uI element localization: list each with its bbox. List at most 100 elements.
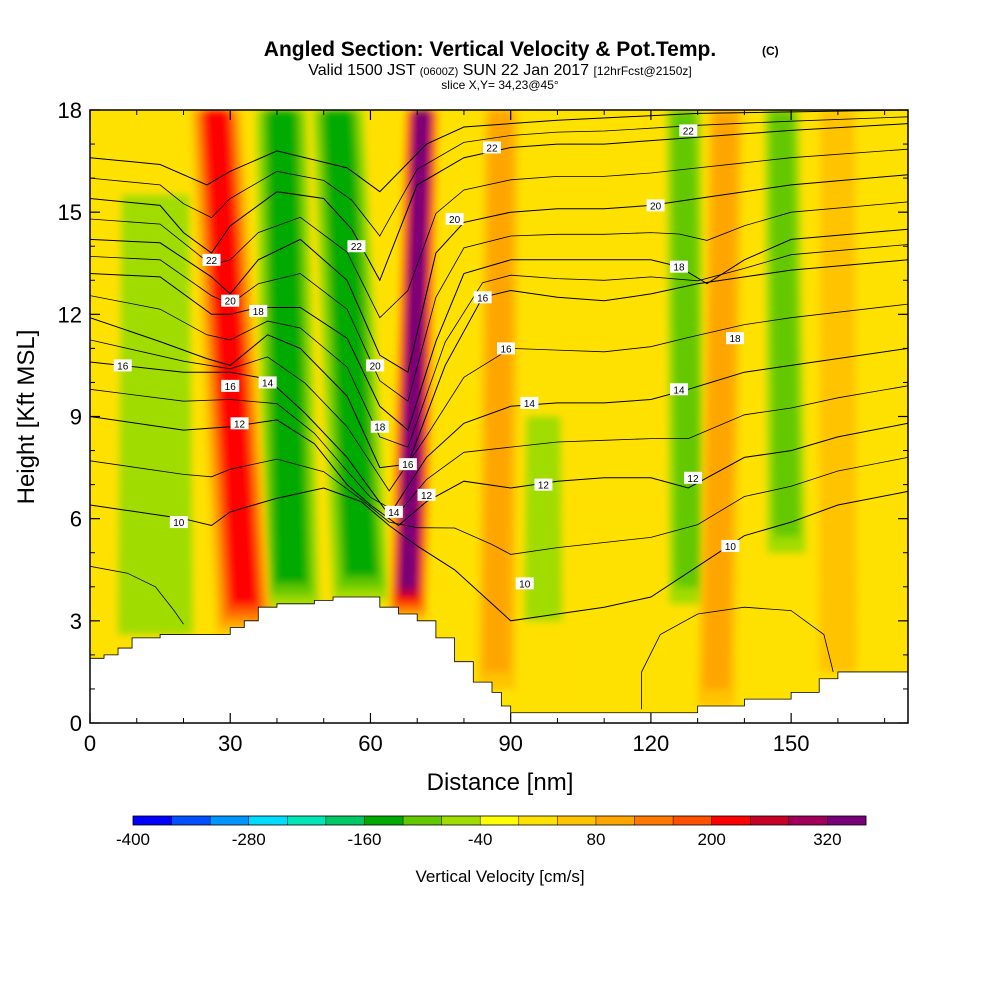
svg-text:16: 16 <box>402 460 414 471</box>
contour-label-26: 12 <box>683 471 702 485</box>
colorbar-bin <box>634 816 674 825</box>
colorbar-bin <box>480 816 520 825</box>
downdraft-level--120 <box>266 110 308 584</box>
isentrope-intermediate <box>90 116 908 237</box>
contour-label-15: 12 <box>534 478 553 492</box>
isentrope-low-east <box>641 606 834 710</box>
downdraft-plume-3 <box>524 416 563 621</box>
contour-label-7: 16 <box>113 359 132 372</box>
svg-text:16: 16 <box>225 382 237 393</box>
updraft-level-40 <box>819 110 857 672</box>
contour-label-4: 18 <box>249 304 268 318</box>
potential-temperature-contours <box>90 110 908 710</box>
terrain-mask <box>90 596 908 723</box>
downdraft-plume-0 <box>256 110 320 608</box>
isentrope-intermediate <box>90 244 908 448</box>
svg-text:12: 12 <box>687 474 699 485</box>
contour-label-13: 12 <box>417 488 436 502</box>
svg-text:14: 14 <box>673 385 685 396</box>
contour-label-6: 22 <box>202 253 221 267</box>
contour-label-27: 10 <box>721 539 740 553</box>
isentrope-12 <box>90 416 908 527</box>
y-tick-label: 0 <box>70 711 82 736</box>
downdraft-level--40 <box>524 416 563 621</box>
colorbar-bin <box>441 816 481 825</box>
contour-label-17: 16 <box>497 342 516 355</box>
isentrope-14 <box>90 347 908 517</box>
contour-label-22: 20 <box>646 199 665 212</box>
svg-text:14: 14 <box>524 399 536 410</box>
contour-label-5: 20 <box>221 294 240 308</box>
updraft-plume-4 <box>819 110 857 672</box>
colorbar-bin <box>827 816 867 825</box>
downdraft-level--80 <box>671 110 702 588</box>
svg-text:16: 16 <box>500 344 512 355</box>
svg-text:12: 12 <box>538 481 550 492</box>
isentrope-low-west <box>90 565 184 625</box>
svg-text:22: 22 <box>351 242 363 253</box>
svg-text:22: 22 <box>206 256 218 267</box>
colorbar-tick-label: 320 <box>813 830 841 849</box>
colorbar-label: Vertical Velocity [cm/s] <box>415 867 584 886</box>
colorbar: -400 -280 -160 -40 80 200 320 <box>116 815 867 849</box>
colorbar-bin <box>364 816 404 825</box>
x-tick-label: 60 <box>358 731 382 756</box>
colorbar-bin <box>750 816 790 825</box>
isentrope-24 <box>90 110 908 193</box>
valid-date: SUN 22 Jan 2017 <box>463 62 589 79</box>
svg-text:20: 20 <box>650 201 662 212</box>
velocity-field <box>90 110 908 723</box>
contour-label-1: 12 <box>230 417 249 430</box>
y-tick-label: 18 <box>58 98 82 123</box>
valid-forecast: [12hrFcst@2150z] <box>594 64 692 78</box>
contour-label-2: 14 <box>258 376 277 389</box>
contour-label-9: 20 <box>366 359 385 372</box>
terrain <box>90 596 908 723</box>
colorbar-tick-label: 80 <box>586 830 605 849</box>
colorbar-tick-label: -400 <box>116 830 150 849</box>
downdraft-plume-2 <box>118 195 193 635</box>
x-tick-label: 90 <box>498 731 522 756</box>
svg-text:10: 10 <box>173 518 185 529</box>
colorbar-tick-label: -40 <box>468 830 493 849</box>
updraft-level-200 <box>203 110 259 605</box>
colorbar-bin <box>673 816 712 825</box>
svg-text:18: 18 <box>729 334 741 345</box>
isentrope-18 <box>90 228 908 431</box>
colorbar-bin <box>248 816 288 825</box>
contour-label-12: 14 <box>384 505 403 519</box>
x-tick-label: 120 <box>633 731 670 756</box>
colorbar-tick-label: 200 <box>697 830 725 849</box>
contour-label-24: 18 <box>726 332 745 345</box>
colorbar-bin <box>788 816 828 825</box>
contour-label-10: 18 <box>370 420 389 434</box>
valid-zulu: (0600Z) <box>420 66 459 78</box>
chart-title: Angled Section: Vertical Velocity & Pot.… <box>264 38 716 61</box>
colorbar-bin <box>171 816 211 825</box>
colorbar-tick-label: -160 <box>347 830 381 849</box>
chart-subtitle: Valid 1500 JST (0600Z) SUN 22 Jan 2017 [… <box>308 62 691 79</box>
svg-text:22: 22 <box>683 126 695 137</box>
x-tick-label: 0 <box>84 731 96 756</box>
y-tick-label: 15 <box>58 200 82 225</box>
svg-text:22: 22 <box>486 143 498 154</box>
colorbar-bin <box>711 816 751 825</box>
contour-label-8: 22 <box>347 240 366 253</box>
colorbar-frame <box>132 815 867 826</box>
svg-text:16: 16 <box>117 361 129 372</box>
colorbar-bin <box>595 816 635 825</box>
svg-text:16: 16 <box>477 293 489 304</box>
svg-text:18: 18 <box>374 423 386 434</box>
updraft-plume-2 <box>477 110 519 689</box>
isentrope-intermediate <box>90 457 908 555</box>
isentrope-intermediate <box>90 303 908 492</box>
contour-label-11: 16 <box>398 458 417 471</box>
colorbar-bin <box>403 816 442 825</box>
svg-text:12: 12 <box>421 491 433 502</box>
valid-prefix: Valid 1500 JST <box>308 62 416 79</box>
contour-labels: 10 12 14 16 18 20 22 16 22 20 18 16 14 12 10 12 14 16 16 20… <box>113 124 745 590</box>
y-tick-label: 6 <box>70 507 82 532</box>
contour-label-14: 10 <box>515 577 534 590</box>
x-axis-label: Distance [nm] <box>427 769 574 796</box>
